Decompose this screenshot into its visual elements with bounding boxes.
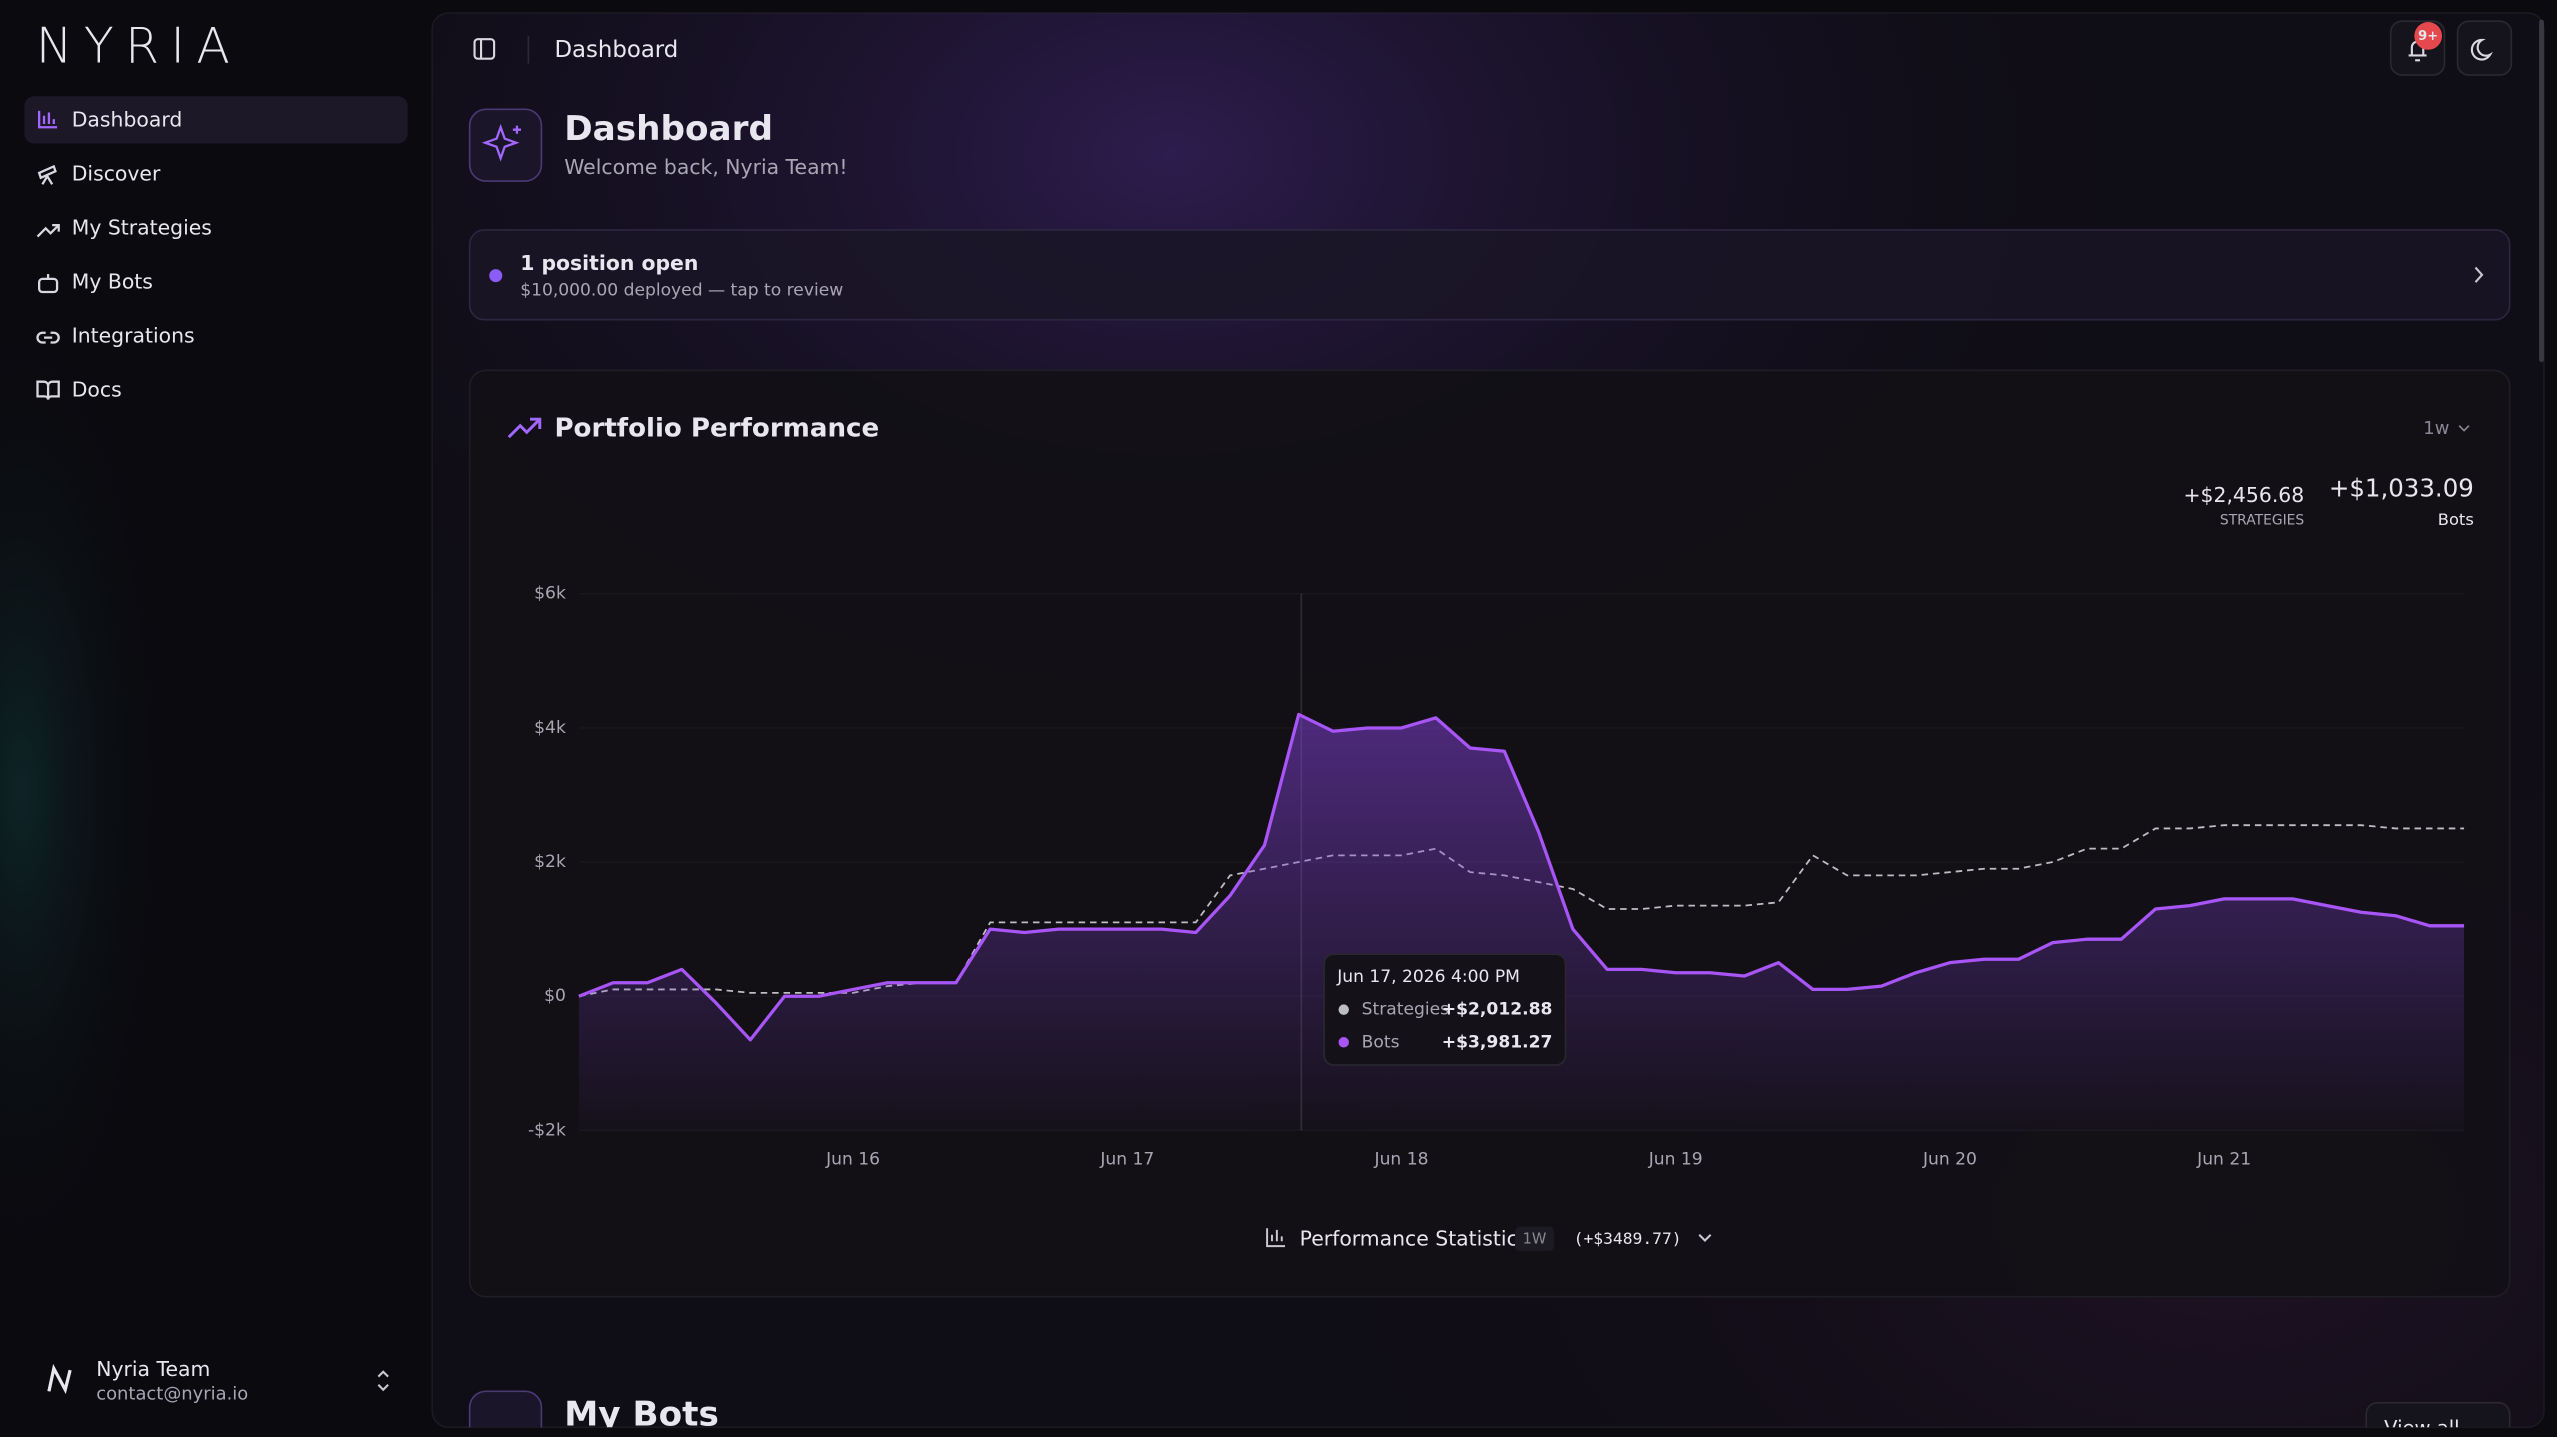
scrollbar <box>2539 19 2544 363</box>
tooltip-dot <box>1338 1037 1349 1048</box>
summary-value: +$1,033.09 <box>2329 473 2474 502</box>
user-menu-toggle[interactable] <box>377 1370 389 1392</box>
user-email: contact@nyria.io <box>96 1384 248 1405</box>
y-tick-label: -$2k <box>528 1120 566 1140</box>
tooltip <box>1323 953 1567 1066</box>
breadcrumb: Dashboard <box>554 37 678 63</box>
plot: -$2k $0 $2k $4k $6k Jun 16 Jun 17 Jun 18 Jun 19 J… <box>528 584 2465 1170</box>
nav-icons <box>36 110 60 400</box>
stats-chevron <box>1698 1233 1712 1242</box>
icon <box>36 331 60 344</box>
icon <box>37 164 57 185</box>
chevron <box>2474 266 2484 283</box>
x-tick-label: Jun 20 <box>1922 1150 1977 1170</box>
chart-title: Portfolio Performance <box>554 413 879 443</box>
bots-section: My Bots View all <box>468 1390 2511 1437</box>
tooltip-dot <box>1338 1004 1349 1015</box>
nav-item[interactable]: Integrations <box>72 324 195 348</box>
moon-icon <box>2470 38 2493 61</box>
icon <box>36 380 60 400</box>
tooltip-value: +$3,981.27 <box>1442 1032 1553 1052</box>
x-tick-label: Jun 19 <box>1648 1150 1703 1170</box>
stats-period: 1W <box>1523 1231 1547 1248</box>
badge-text: 9+ <box>2418 29 2438 44</box>
line <box>578 712 2465 1042</box>
view-all-text: View all <box>2384 1416 2459 1437</box>
banner-title: 1 position open <box>520 251 698 275</box>
icon <box>37 110 58 129</box>
stats-label[interactable]: Performance Statistics <box>1300 1227 1529 1251</box>
period-chip <box>1514 1226 1555 1252</box>
nav-item[interactable]: Dashboard <box>72 108 183 132</box>
user-avatar <box>47 1363 72 1395</box>
trend-icon <box>507 417 542 439</box>
view-all-button[interactable] <box>2365 1401 2511 1437</box>
range-chevron <box>2458 425 2470 432</box>
sidebar-toggle[interactable] <box>473 38 496 60</box>
page-title: Dashboard <box>564 109 773 149</box>
banner-subtitle: $10,000.00 deployed — tap to review <box>520 280 843 300</box>
tooltip-title: Jun 17, 2026 4:00 PM <box>1336 967 1520 987</box>
x-tick-label: Jun 18 <box>1374 1150 1429 1170</box>
stats-icon <box>1266 1228 1286 1248</box>
badge <box>2414 22 2443 50</box>
summary-label: Bots <box>2438 510 2474 529</box>
x-tick-label: Jun 21 <box>2196 1150 2251 1170</box>
user-name: Nyria Team <box>96 1357 210 1381</box>
stats-change: (+$3489.77) <box>1574 1229 1682 1248</box>
nav: Dashboard Discover My Strategies My Bots Int… <box>72 108 212 402</box>
summary-value: +$2,456.68 <box>2183 483 2304 507</box>
nav-item[interactable]: Docs <box>72 378 122 402</box>
tooltip-name: Bots <box>1362 1032 1400 1052</box>
positions-banner[interactable] <box>468 229 2511 321</box>
logo: NYRIA <box>36 17 241 74</box>
y-tick-label: $2k <box>534 852 566 872</box>
section-icon <box>468 1390 543 1428</box>
page-subtitle: Welcome back, Nyria Team! <box>564 155 847 179</box>
tooltip-name: Strategies <box>1362 1000 1449 1020</box>
tooltip-value: +$2,012.88 <box>1442 1000 1553 1020</box>
y-tick-label: $6k <box>534 584 566 604</box>
sidebar-glow <box>0 0 433 1437</box>
icon <box>36 223 60 238</box>
status-dot <box>489 269 503 283</box>
sparkle-icon <box>481 123 522 162</box>
y-tick-label: $4k <box>534 718 566 738</box>
section-title: My Bots <box>564 1394 719 1434</box>
x-tick-label: Jun 16 <box>825 1150 880 1170</box>
nav-active-bg <box>24 96 408 144</box>
x-tick-label: Jun 17 <box>1099 1150 1154 1170</box>
nav-item[interactable]: My Bots <box>72 270 153 294</box>
nav-item[interactable]: My Strategies <box>72 216 212 240</box>
page-icon <box>468 108 543 182</box>
y-tick-label: $0 <box>544 986 566 1006</box>
nav-item[interactable]: Discover <box>72 162 161 186</box>
range-select[interactable]: 1w <box>2423 418 2449 439</box>
theme-toggle[interactable] <box>2456 20 2513 76</box>
summary-label: STRATEGIES <box>2220 512 2305 528</box>
area <box>578 714 2465 1131</box>
